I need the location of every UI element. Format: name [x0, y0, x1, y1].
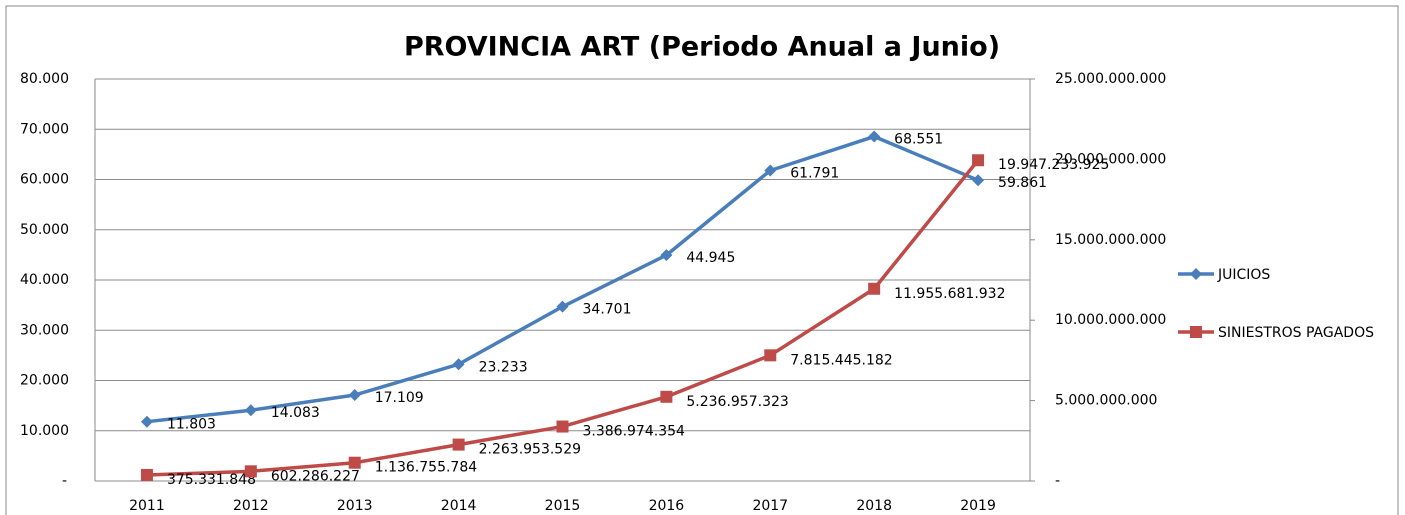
y-tick-label: 80.000	[20, 71, 69, 87]
chart-title: PROVINCIA ART (Periodo Anual a Junio)	[404, 32, 1000, 63]
y2-tick-label: 20.000.000.000	[1055, 151, 1166, 167]
legend-marker	[1190, 268, 1202, 280]
data-label: 7.815.445.182	[790, 352, 892, 368]
marker	[556, 420, 569, 433]
legend-label: SINIESTROS PAGADOS	[1218, 325, 1374, 341]
data-label: 44.945	[686, 250, 735, 266]
marker	[972, 174, 985, 187]
marker	[660, 249, 673, 262]
legend-marker	[1190, 326, 1202, 338]
marker	[348, 456, 361, 469]
data-label: 17.109	[375, 390, 424, 406]
x-tick-label: 2019	[960, 498, 996, 514]
data-label: 68.551	[894, 132, 943, 148]
data-label: 2.263.953.529	[479, 442, 581, 458]
y-tick-label: 40.000	[20, 272, 69, 288]
x-tick-label: 2015	[545, 498, 581, 514]
data-label: 11.803	[167, 417, 216, 433]
marker	[348, 389, 361, 402]
y2-tick-label: -	[1055, 473, 1060, 489]
data-label: 19.947.233.925	[998, 157, 1109, 173]
data-label: 23.233	[479, 359, 528, 375]
marker	[452, 438, 465, 451]
y-tick-label: 70.000	[20, 121, 69, 137]
data-label: 375.331.848	[167, 472, 256, 488]
data-label: 5.236.957.323	[686, 394, 788, 410]
marker	[660, 390, 673, 403]
y-tick-label: 60.000	[20, 172, 69, 188]
marker	[140, 468, 153, 481]
marker	[868, 130, 881, 143]
legend-label: JUICIOS	[1217, 267, 1270, 283]
x-tick-label: 2016	[649, 498, 685, 514]
marker	[244, 465, 257, 478]
x-tick-label: 2012	[233, 498, 269, 514]
marker	[244, 404, 257, 417]
data-label: 59.861	[998, 175, 1047, 191]
x-tick-label: 2017	[752, 498, 788, 514]
marker	[452, 358, 465, 371]
data-label: 1.136.755.784	[375, 460, 478, 476]
marker	[140, 415, 153, 428]
x-tick-label: 2014	[441, 498, 477, 514]
y-tick-label: 50.000	[20, 222, 69, 238]
data-label: 3.386.974.354	[583, 424, 686, 440]
marker	[764, 349, 777, 362]
y2-tick-label: 5.000.000.000	[1055, 393, 1157, 409]
y2-tick-label: 25.000.000.000	[1055, 71, 1166, 87]
x-tick-label: 2018	[856, 498, 892, 514]
marker	[868, 282, 881, 295]
y-tick-label: 20.000	[20, 373, 69, 389]
chart-border	[5, 5, 1399, 515]
y-tick-label: 10.000	[20, 423, 69, 439]
data-label: 11.955.681.932	[894, 286, 1005, 302]
marker	[556, 300, 569, 313]
data-label: 34.701	[583, 302, 632, 318]
y-tick-label: 30.000	[20, 322, 69, 338]
y2-tick-label: 10.000.000.000	[1055, 312, 1166, 328]
y2-tick-label: 15.000.000.000	[1055, 232, 1166, 248]
data-label: 602.286.227	[271, 468, 360, 484]
marker	[764, 164, 777, 177]
x-tick-label: 2011	[129, 498, 165, 514]
data-label: 61.791	[790, 166, 839, 182]
marker	[972, 154, 985, 167]
x-tick-label: 2013	[337, 498, 373, 514]
data-label: 14.083	[271, 405, 320, 421]
y-tick-label: -	[62, 473, 67, 489]
